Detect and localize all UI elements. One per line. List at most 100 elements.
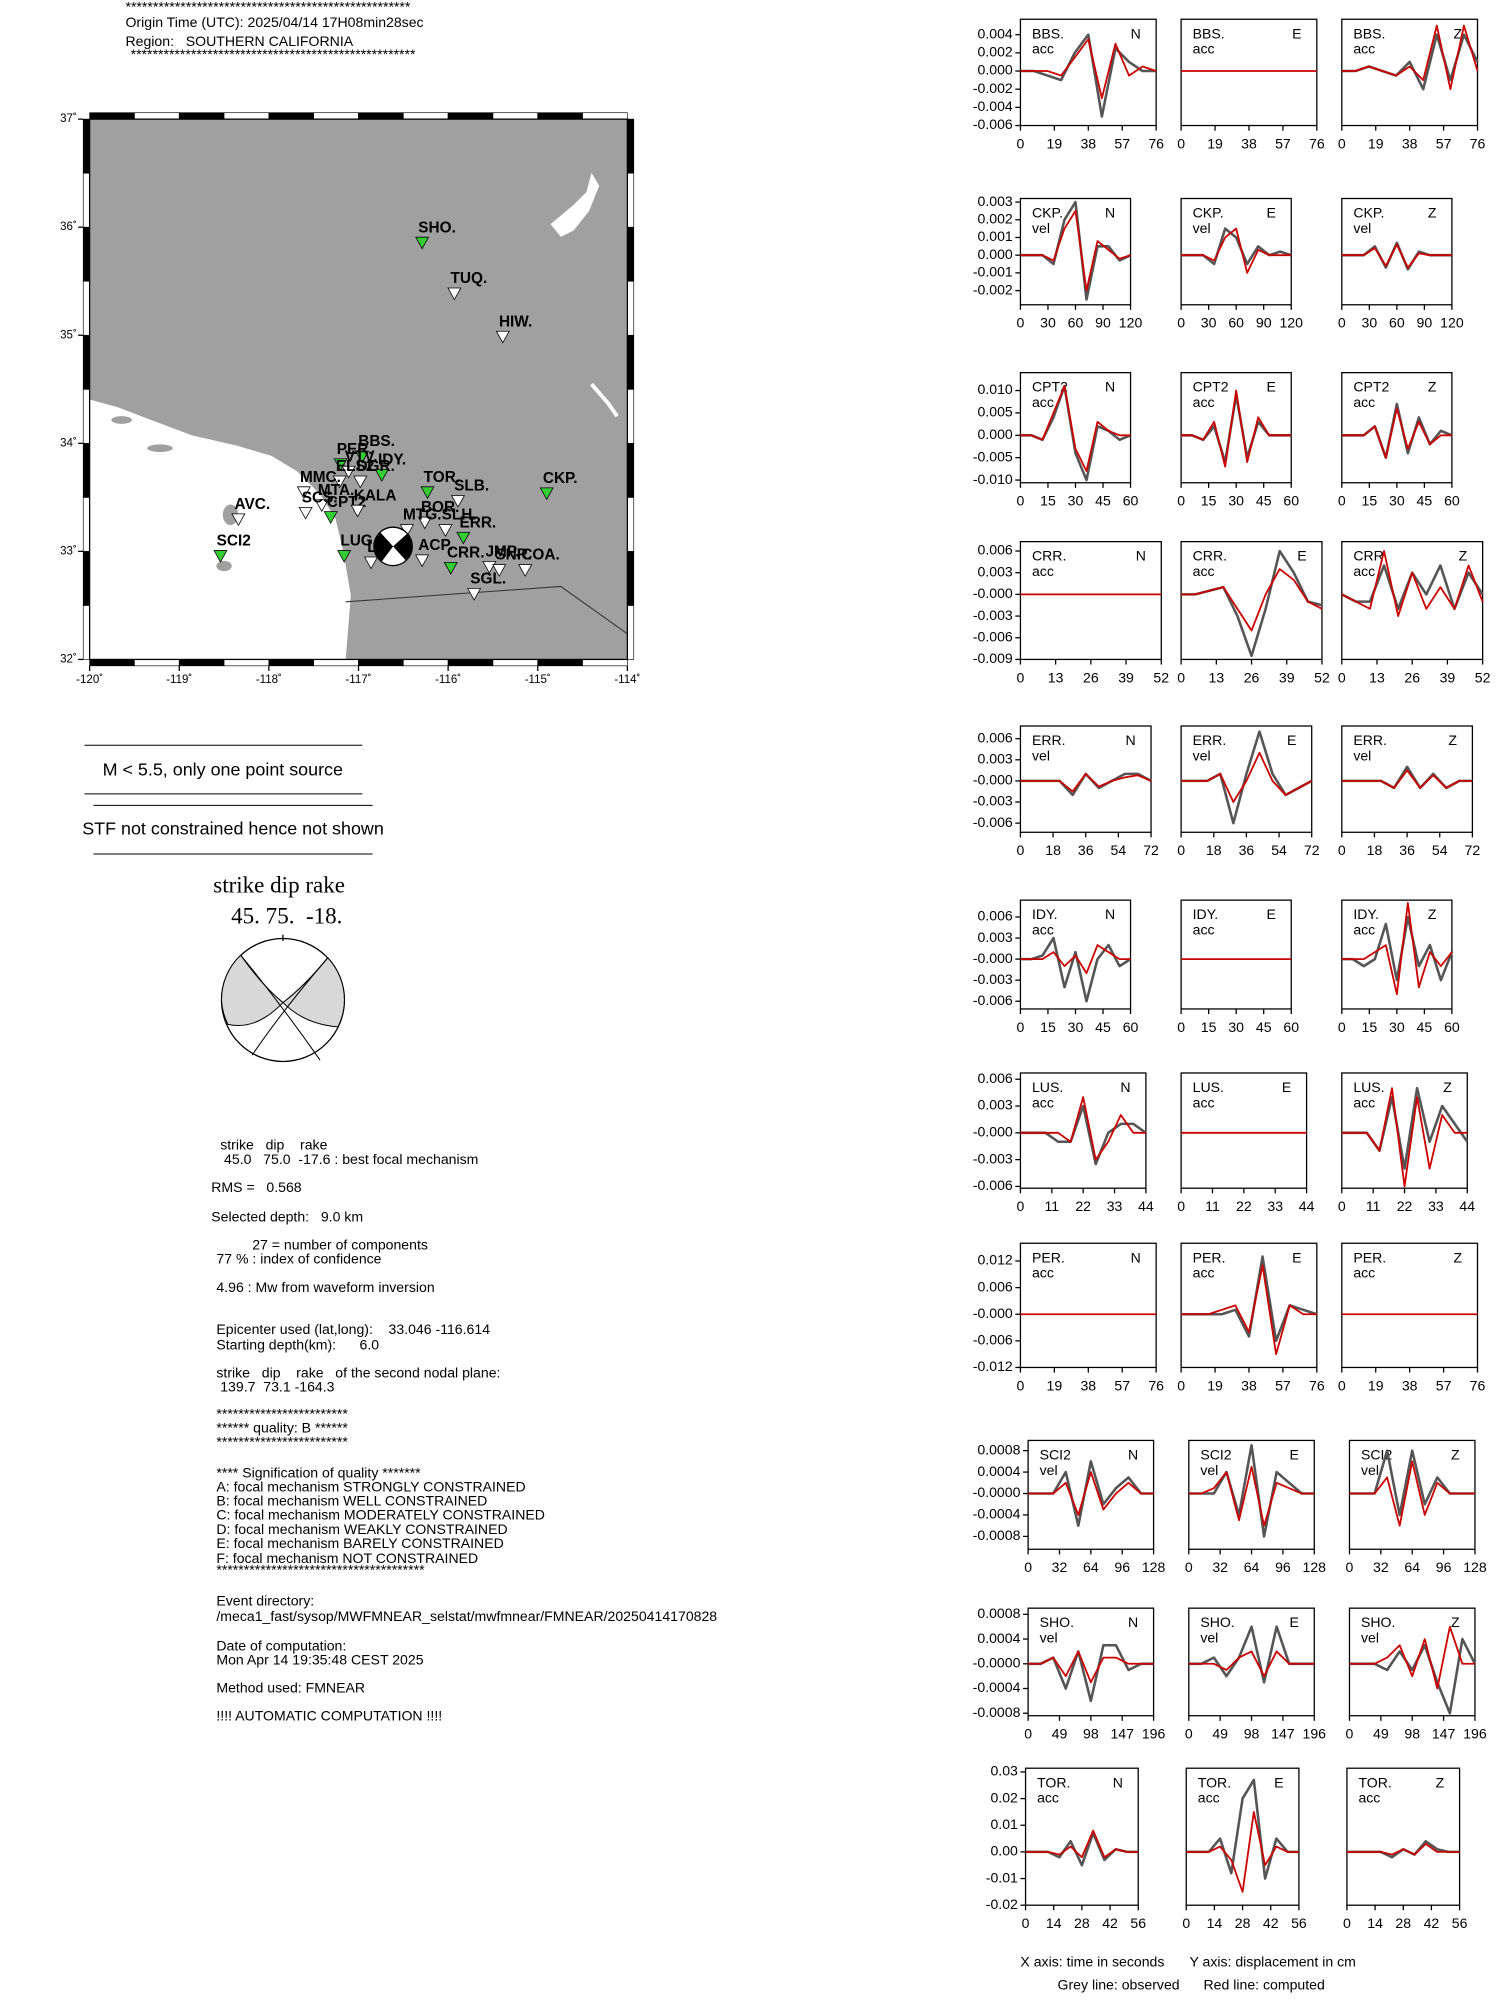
y-tick-label: 0.006 [978,908,1013,924]
y-tick-label: -0.002 [973,281,1013,297]
y-tick-label: 0.0008 [977,1441,1020,1457]
frame-segment [627,497,635,552]
x-tick-label: -114˚ [614,674,640,686]
station-marker [518,564,533,577]
computed-line [1028,1471,1154,1516]
data-kind: vel [1361,1630,1379,1646]
x-tick-label: 30 [1361,315,1377,331]
x-tick-label: 28 [1074,1915,1090,1931]
frame-segment [82,118,90,174]
data-kind: acc [1353,563,1375,579]
x-tick-label: 0 [1017,493,1025,509]
x-tick-label: 60 [1123,1019,1139,1035]
component: E [1266,906,1275,922]
data-kind: acc [1353,41,1375,57]
component: E [1266,205,1275,221]
y-tick-label: -0.000 [973,950,1013,966]
y-tick-label: -0.010 [973,471,1013,487]
y-tick-label: 0.005 [978,404,1013,420]
x-tick-label: 0 [1017,135,1025,151]
y-tick-label: 0.0004 [977,1630,1020,1646]
result-line: Date of computation: [216,1637,346,1653]
x-tick-label: 32 [1212,1559,1228,1575]
x-tick-label: 11 [1205,1198,1220,1214]
station-marker [314,499,329,513]
station-name: CKP. [1193,205,1224,221]
result-line: strike dip rake of the second nodal plan… [216,1365,500,1381]
station-name: SCI2 [1200,1447,1231,1463]
y-tick-label: -0.000 [973,1124,1013,1140]
x-tick-label: 45 [1256,493,1272,509]
computed-line [1188,1650,1315,1678]
x-tick-label: 57 [1275,1377,1291,1393]
station-label: SNR. [495,547,532,564]
x-tick-label: -116˚ [435,674,461,686]
component: Z [1428,205,1437,221]
map: -120˚ -119˚ -118˚ -117˚ -116˚ -115˚ -114˚ 32˚ 33… [60,112,641,686]
x-tick-label: -120˚ [76,674,103,686]
y-tick-label: 0.0008 [977,1605,1020,1621]
x-tick-label: 0 [1177,1377,1185,1393]
frame-segment [627,388,635,444]
x-tick-label: 76 [1309,1377,1325,1393]
y-tick-label: -0.0004 [973,1506,1021,1522]
station-name: CKP. [1032,205,1063,221]
frame-segment [537,659,583,667]
station-name: SHO. [1200,1614,1234,1630]
x-tick-label: 57 [1114,1377,1130,1393]
x-tick-label: 76 [1309,135,1325,151]
y-tick-label: 0.003 [978,751,1013,767]
y-tick-label: 0.001 [978,228,1013,244]
x-tick-label: 57 [1436,1377,1452,1393]
y-tick-label: 0.0004 [977,1463,1020,1479]
x-tick-label: 0 [1338,1377,1346,1393]
station-marker [447,287,462,301]
computed-line [1181,389,1292,468]
result-line: D: focal mechanism WEAKLY CONSTRAINED [216,1521,507,1537]
station-label: SLH. [442,507,477,524]
panel-frame [1180,899,1292,1010]
station-marker [420,486,435,500]
x-tick-label: 30 [1228,1019,1244,1035]
station-name: IDY. [1032,906,1058,922]
computed-line [1020,944,1131,975]
station-name: BBS. [1032,25,1064,41]
computed-line [1020,385,1131,473]
x-tick-label: 56 [1291,1915,1307,1931]
data-kind: acc [1032,394,1054,410]
y-tick-label: -0.006 [973,992,1013,1008]
result-line: E: focal mechanism BARELY CONSTRAINED [216,1535,503,1551]
computed-line [1020,38,1157,100]
y-tick-label: -0.004 [973,98,1013,114]
observed-line [1188,1443,1315,1538]
x-tick-label: 98 [1244,1726,1260,1742]
x-tick-label: 0 [1017,1019,1025,1035]
station-label: SLB. [454,478,489,495]
data-kind: acc [1193,1094,1215,1110]
component: E [1287,732,1296,748]
station-name: ERR. [1353,732,1387,748]
data-kind: vel [1353,747,1371,763]
data-kind: acc [1353,1265,1375,1281]
x-tick-label: 196 [1463,1726,1487,1742]
station-marker [353,475,368,489]
x-tick-label: 19 [1207,135,1223,151]
component: N [1131,1249,1141,1265]
y-tick-label: -0.001 [973,264,1013,280]
component: N [1136,548,1146,564]
x-tick-label: 15 [1040,493,1056,509]
x-tick-label: 56 [1130,1915,1146,1931]
y-axis-note: Y axis: displacement in cm [1189,1954,1355,1970]
result-line: !!!! AUTOMATIC COMPUTATION !!!! [216,1708,442,1724]
y-tick-label: 0.03 [990,1763,1018,1779]
x-tick-label: 96 [1436,1559,1452,1575]
y-tick-label: 0.000 [978,246,1013,262]
data-kind: vel [1040,1462,1058,1478]
data-kind: acc [1032,563,1054,579]
station-label: HIW. [499,313,532,330]
component: Z [1436,1774,1445,1790]
component: E [1274,1774,1283,1790]
station-marker [456,531,471,545]
station-marker [355,450,370,464]
